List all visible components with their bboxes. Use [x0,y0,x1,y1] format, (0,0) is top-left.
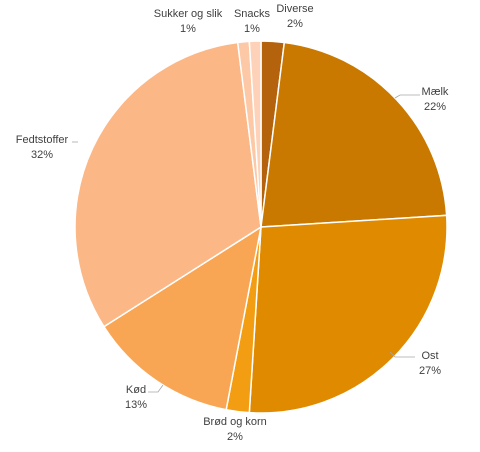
category-label: Fedtstoffer [16,134,69,146]
value-label: 2% [287,18,303,30]
value-label: 27% [419,365,441,377]
value-label: 13% [125,399,147,411]
leader-line [394,94,420,99]
pie-slice [248,214,448,414]
pie-slice [74,41,262,328]
category-label: Ost [421,350,438,362]
value-label: 32% [31,149,53,161]
pie-slice [260,41,448,228]
value-label: 22% [424,101,446,113]
pie-slice [102,225,263,411]
value-label: 2% [227,431,243,443]
category-label: Kød [126,384,146,396]
leader-line [148,384,164,393]
value-label: 1% [244,23,260,35]
pie-slice [248,40,262,228]
category-label: Diverse [276,3,313,15]
leader-line [389,351,415,358]
value-label: 1% [180,23,196,35]
category-label: Mælk [422,86,449,98]
category-label: Snacks [234,8,271,20]
category-label: Sukker og slik [154,8,223,20]
category-label: Brød og korn [203,416,267,428]
